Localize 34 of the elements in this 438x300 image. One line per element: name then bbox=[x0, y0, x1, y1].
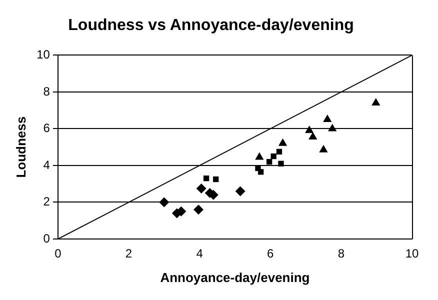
point bbox=[213, 176, 219, 182]
point bbox=[304, 126, 314, 134]
point bbox=[278, 138, 288, 146]
point bbox=[203, 176, 210, 182]
point bbox=[319, 144, 328, 152]
x-tick-label: 10 bbox=[405, 246, 419, 261]
point bbox=[372, 98, 380, 106]
y-tick-label: 2 bbox=[43, 194, 50, 209]
x-tick-label: 6 bbox=[267, 246, 274, 261]
point bbox=[159, 197, 170, 208]
point bbox=[270, 153, 276, 160]
y-tick-label: 4 bbox=[43, 158, 50, 172]
point bbox=[196, 183, 206, 194]
y-axis-title: Loudness bbox=[13, 116, 28, 178]
point bbox=[194, 204, 204, 215]
x-tick-label: 4 bbox=[196, 246, 204, 261]
point bbox=[328, 124, 337, 132]
point bbox=[323, 114, 332, 122]
point bbox=[258, 169, 264, 175]
y-tick-label: 10 bbox=[36, 48, 50, 62]
point bbox=[255, 152, 264, 160]
point bbox=[266, 158, 272, 165]
y-tick-label: 0 bbox=[43, 231, 50, 246]
point bbox=[235, 186, 246, 196]
y-tick-label: 6 bbox=[43, 121, 50, 136]
x-tick-label: 8 bbox=[338, 246, 345, 261]
point bbox=[278, 160, 284, 166]
y-tick-label: 8 bbox=[43, 84, 50, 98]
chart-title: Loudness vs Annoyance-day/evening bbox=[68, 17, 354, 34]
x-axis-title: Annoyance-day/evening bbox=[160, 270, 310, 285]
x-tick-label: 2 bbox=[125, 246, 132, 261]
x-tick-label: 0 bbox=[54, 246, 62, 261]
point bbox=[276, 148, 282, 155]
point bbox=[308, 132, 318, 140]
